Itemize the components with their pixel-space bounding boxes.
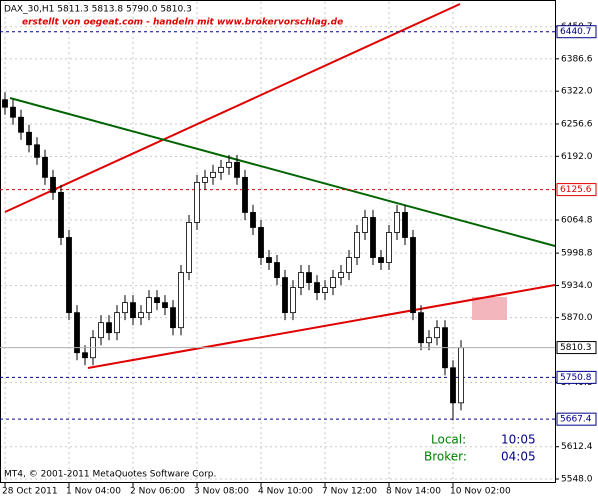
candle-body: [106, 322, 112, 334]
candle-body: [202, 176, 208, 183]
clock-value: 04:05: [501, 450, 536, 464]
y-tick-label: 6256.6: [561, 119, 593, 129]
candle-body: [218, 166, 224, 173]
candle-body: [234, 161, 240, 178]
candle-body: [194, 181, 200, 223]
candle-body: [26, 131, 32, 146]
level-box: [556, 183, 597, 197]
y-tick-label: 5548.0: [561, 474, 593, 484]
x-tick-label: 1 Nov 04:00: [66, 487, 121, 497]
candle-body: [210, 171, 216, 178]
candle-body: [418, 312, 424, 344]
level-label: 5667.4: [560, 415, 592, 425]
plot-frame: [0, 0, 556, 483]
candle-body: [50, 176, 56, 193]
candle-body: [370, 217, 376, 258]
candle-body: [282, 277, 288, 314]
level-label: 5750.8: [560, 373, 592, 383]
candle-body: [258, 227, 264, 258]
annotation: erstellt von oegeat.com - handeln mit ww…: [22, 18, 343, 28]
candle-body: [386, 232, 392, 263]
candle-body: [114, 312, 120, 334]
y-tick-label: 5870.0: [561, 313, 593, 323]
candle-body: [74, 312, 80, 354]
candle-body: [306, 272, 312, 283]
x-tick-label: 7 Nov 12:00: [322, 487, 377, 497]
trend-line: [9, 97, 556, 247]
chart-title: DAX_30,H1 5811.3 5813.8 5790.0 5810.3: [4, 5, 192, 15]
clock-value: 10:05: [501, 433, 536, 447]
level-box: [556, 412, 597, 426]
candle-body: [146, 297, 152, 314]
clock-label: Local:: [431, 433, 466, 447]
candle-body: [362, 217, 368, 233]
y-tick-label: 6386.6: [561, 54, 593, 64]
footer: MT4, © 2001-2011 MetaQuotes Software Cor…: [4, 470, 216, 480]
candle-body: [394, 212, 400, 233]
candle-body: [138, 312, 144, 319]
candle-body: [434, 327, 440, 339]
y-tick-label: 5998.8: [561, 249, 593, 259]
y-tick-label: 5934.0: [561, 281, 593, 291]
y-tick-label: 6192.0: [561, 152, 593, 162]
candle-body: [410, 237, 416, 314]
candle-body: [66, 237, 72, 314]
candle-body: [426, 337, 432, 344]
last-price-label: 5810.3: [560, 343, 592, 353]
candle-body: [346, 257, 352, 273]
candle-body: [178, 272, 184, 329]
candle-body: [122, 302, 128, 314]
candle-body: [250, 212, 256, 228]
candle-body: [130, 302, 136, 319]
clock-label: Broker:: [424, 450, 467, 464]
candle-body: [378, 257, 384, 263]
candle-body: [42, 156, 48, 178]
candle-body: [82, 352, 88, 359]
candle-body: [170, 307, 176, 329]
level-box: [556, 370, 597, 384]
level-label: 6440.7: [560, 27, 592, 37]
level-box: [556, 25, 597, 39]
zone: [472, 297, 507, 320]
trend-line: [4, 3, 461, 213]
x-tick-label: 3 Nov 08:00: [194, 487, 249, 497]
y-tick-label: 5612.4: [561, 442, 593, 452]
candle-body: [274, 262, 280, 278]
x-tick-label: 8 Nov 14:00: [386, 487, 441, 497]
trend-line: [87, 284, 556, 369]
candle-body: [402, 212, 408, 238]
candle-body: [226, 161, 232, 168]
candle-body: [98, 322, 104, 339]
candle-body: [2, 99, 8, 108]
candle-body: [298, 272, 304, 288]
candle-body: [338, 272, 344, 278]
candle-body: [322, 287, 328, 294]
candle-body: [458, 347, 464, 404]
candle-body: [266, 257, 272, 263]
candle-body: [34, 144, 40, 158]
x-tick-label: 2 Nov 06:00: [130, 487, 185, 497]
candle-body: [242, 176, 248, 213]
candle-body: [186, 222, 192, 273]
candle-body: [450, 367, 456, 404]
y-tick-label: 6064.8: [561, 216, 593, 226]
x-tick-label: 28 Oct 2011: [2, 487, 58, 497]
x-tick-label: 10 Nov 02:00: [450, 487, 511, 497]
level-label: 6125.6: [560, 185, 592, 195]
candle-body: [154, 297, 160, 304]
candle-body: [10, 106, 16, 118]
candle-body: [354, 232, 360, 258]
candle-body: [18, 116, 24, 133]
y-tick-label: 6322.0: [561, 87, 593, 97]
candle-body: [314, 282, 320, 294]
candle-body: [330, 277, 336, 288]
candle-body: [290, 287, 296, 314]
last-price-box: [556, 341, 597, 355]
candle-body: [58, 191, 64, 238]
candle-body: [162, 302, 168, 309]
x-tick-label: 4 Nov 10:00: [258, 487, 313, 497]
